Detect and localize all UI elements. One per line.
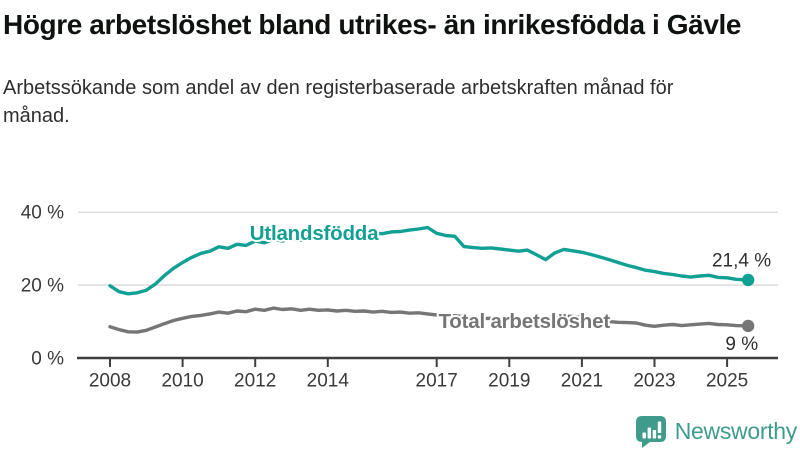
series-label-utlandsf-dda: Utlandsfödda (250, 222, 379, 245)
newsworthy-logo: Newsworthy (634, 414, 797, 448)
y-axis-label-0: 0 % (31, 349, 64, 370)
x-axis-label-2025: 2025 (706, 371, 748, 392)
series-end-value-utlandsf-dda: 21,4 % (712, 250, 771, 271)
x-axis-label-2012: 2012 (234, 371, 276, 392)
series-line-total-arbetsl-shet (108, 306, 750, 334)
newsworthy-bubble-chart-icon (635, 416, 666, 448)
series-label-total-arbetsl-shet: Total arbetslöshet (439, 310, 611, 333)
x-axis-label-2010: 2010 (161, 371, 203, 392)
series-end-value-total-arbetsl-shet: 9 % (725, 334, 758, 355)
chart-subtitle: Arbetssökande som andel av den registerb… (3, 77, 674, 127)
x-axis-label-2023: 2023 (633, 371, 675, 392)
y-axis-label-20: 20 % (21, 276, 64, 297)
series-line-utlandsf-dda (108, 225, 750, 296)
x-axis-label-2008: 2008 (89, 371, 131, 392)
chart-title: Högre arbetslöshet bland utrikes- än inr… (3, 9, 742, 40)
newsworthy-wordmark: Newsworthy (674, 417, 798, 444)
y-axis-label-40: 40 % (21, 203, 64, 224)
series-end-dot-total-arbetsl-shet (741, 319, 755, 333)
x-axis-label-2019: 2019 (488, 371, 530, 392)
x-axis-label-2014: 2014 (307, 371, 350, 392)
x-axis-label-2017: 2017 (416, 371, 458, 392)
series-end-dot-utlandsf-dda (741, 273, 755, 287)
x-axis-label-2021: 2021 (561, 371, 603, 392)
